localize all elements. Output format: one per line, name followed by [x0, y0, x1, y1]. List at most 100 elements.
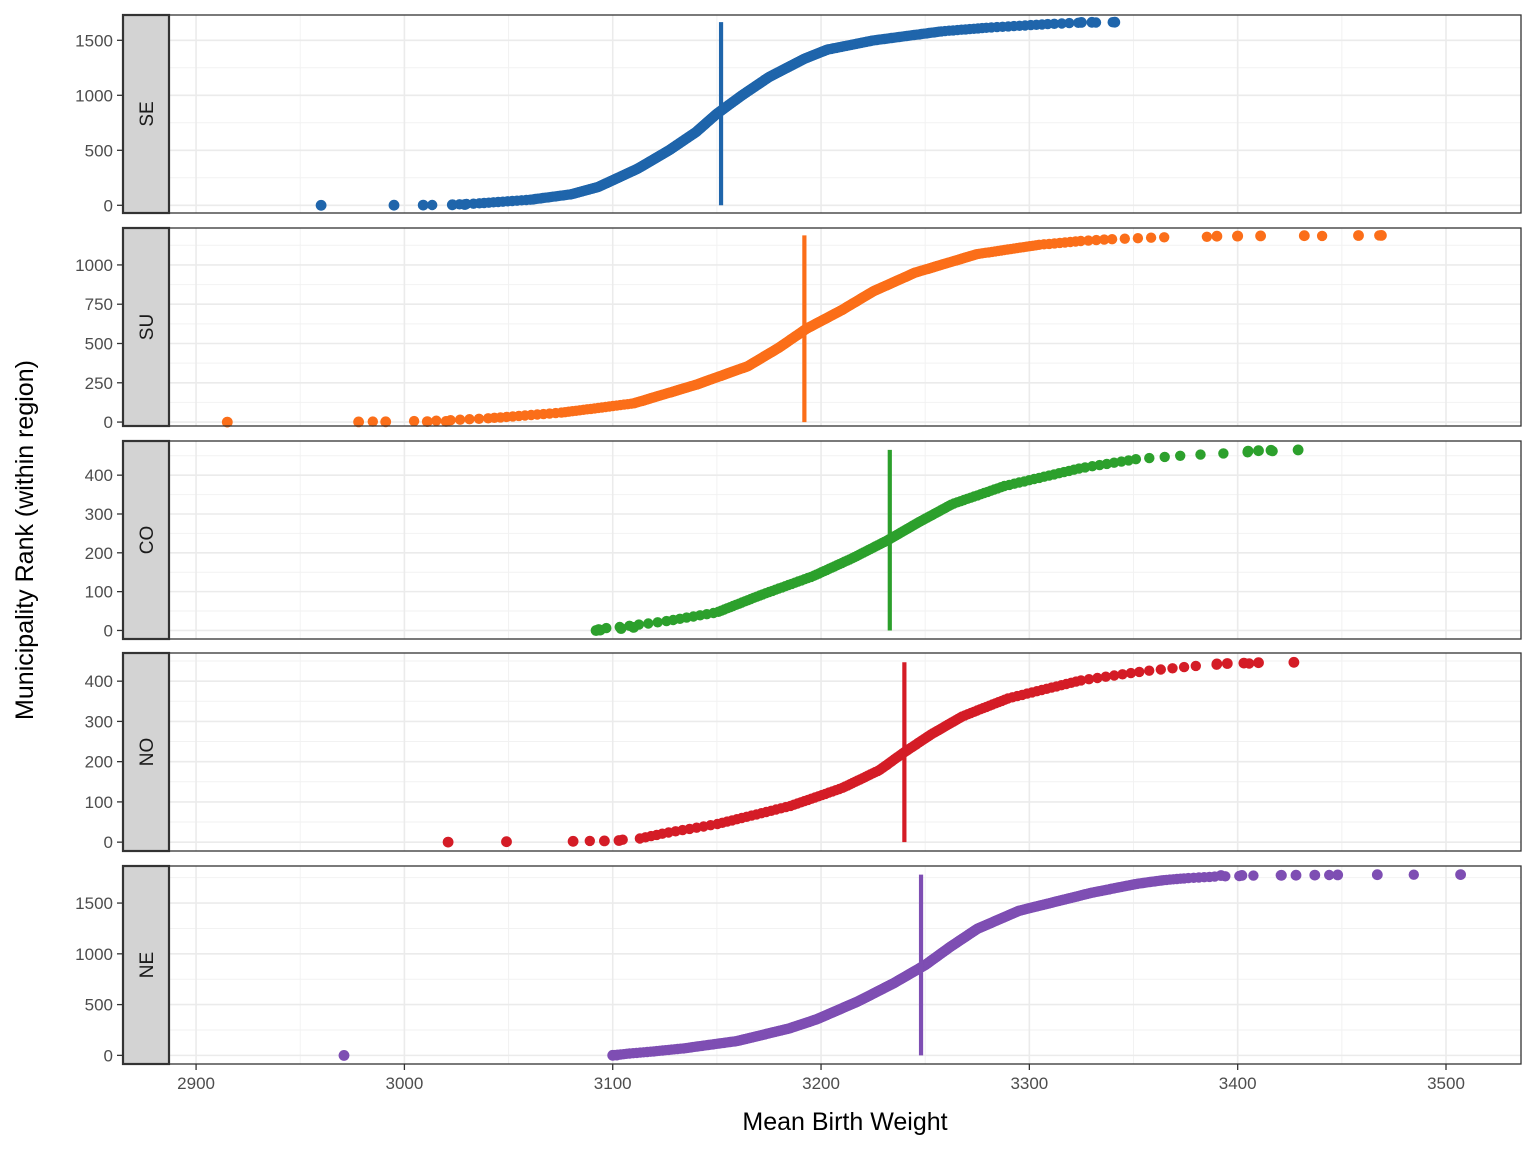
- data-point: [567, 835, 579, 847]
- y-tick-label: 1000: [75, 256, 113, 275]
- data-point: [440, 416, 452, 427]
- data-point: [1276, 869, 1287, 881]
- data-point: [1238, 657, 1250, 669]
- data-point: [388, 199, 400, 211]
- data-point: [652, 617, 663, 628]
- data-point: [1242, 445, 1254, 457]
- y-axis: 0 500 1000 1500: [75, 894, 123, 1065]
- data-point: [613, 835, 625, 846]
- data-point: [442, 836, 454, 848]
- data-point: [1064, 17, 1075, 29]
- strip-label: NE: [137, 952, 158, 978]
- x-tick-label: 3100: [594, 1074, 632, 1093]
- data-point: [1083, 235, 1094, 246]
- data-point: [1371, 869, 1383, 881]
- data-point: [1292, 444, 1304, 456]
- data-point: [459, 199, 471, 210]
- data-point: [1134, 666, 1145, 678]
- panel-se: SE 0 500 1000 1500: [75, 13, 1522, 215]
- data-point: [1155, 664, 1167, 675]
- data-point: [1100, 671, 1112, 682]
- y-tick-label: 300: [85, 505, 113, 524]
- data-point: [464, 414, 475, 425]
- x-axis-title: Mean Birth Weight: [742, 1108, 947, 1136]
- data-points: [590, 444, 1304, 636]
- data-point: [1130, 454, 1142, 465]
- y-axis: 0 100 200 300 400: [85, 672, 123, 852]
- data-point: [421, 416, 433, 427]
- data-point: [584, 835, 595, 847]
- data-point: [1232, 230, 1244, 242]
- y-axis: 0 100 200 300 400: [85, 466, 123, 640]
- data-points: [338, 869, 1466, 1061]
- data-point: [454, 414, 466, 425]
- data-point: [1119, 233, 1131, 244]
- panel-background: [169, 441, 1521, 639]
- data-point: [643, 618, 654, 629]
- strip-label: CO: [137, 526, 158, 555]
- data-point: [353, 416, 364, 428]
- data-point: [408, 415, 420, 427]
- y-tick-label: 1000: [75, 86, 113, 105]
- data-point: [628, 622, 639, 633]
- data-point: [221, 416, 233, 428]
- data-point: [1056, 18, 1068, 29]
- data-point: [1211, 230, 1223, 242]
- y-tick-label: 400: [85, 466, 113, 485]
- data-point: [1159, 451, 1170, 463]
- data-point: [1324, 869, 1335, 881]
- strip-background: [121, 651, 171, 853]
- panels: SE050010001500SU02505007501000CO01002003…: [75, 13, 1522, 1066]
- y-tick-label: 0: [104, 833, 113, 852]
- data-point: [1309, 869, 1321, 881]
- data-point: [1083, 674, 1095, 685]
- data-point: [1190, 660, 1202, 672]
- gridlines: [169, 866, 1521, 1064]
- data-point: [1125, 667, 1137, 679]
- y-tick-label: 250: [85, 374, 113, 393]
- data-point: [1332, 869, 1344, 881]
- x-tick-label: 3200: [802, 1074, 840, 1093]
- data-point: [417, 199, 429, 211]
- data-point: [1109, 16, 1121, 28]
- y-tick-label: 200: [85, 753, 113, 772]
- panel-su: SU 0 250 500 750 1000: [75, 226, 1522, 432]
- data-point: [1075, 235, 1087, 247]
- data-point: [1195, 449, 1206, 460]
- y-tick-label: 500: [85, 996, 113, 1015]
- panel-ne: NE 0 500 1000 1500: [75, 864, 1522, 1066]
- y-tick-label: 500: [85, 335, 113, 354]
- x-tick-label: 3000: [385, 1074, 423, 1093]
- data-point: [1049, 18, 1060, 29]
- data-point: [338, 1050, 350, 1061]
- data-point: [380, 416, 392, 428]
- data-point: [427, 199, 438, 211]
- data-point: [1408, 869, 1420, 880]
- x-tick-label: 2900: [177, 1074, 215, 1093]
- panel-background: [169, 228, 1521, 426]
- data-point: [1255, 230, 1266, 242]
- data-point: [1455, 869, 1466, 880]
- data-point: [615, 623, 627, 634]
- data-point: [1092, 672, 1103, 684]
- strip-background: [121, 439, 171, 641]
- data-point: [1376, 230, 1387, 241]
- data-points: [442, 656, 1300, 848]
- data-point: [1253, 657, 1264, 669]
- data-point: [1099, 234, 1110, 245]
- x-tick-label: 3300: [1010, 1074, 1048, 1093]
- data-point: [501, 836, 512, 848]
- data-point: [1353, 230, 1364, 241]
- x-axis: 2900 3000 3100 3200 3300 3400 3500: [177, 1064, 1465, 1093]
- data-point: [1211, 658, 1223, 670]
- x-tick-label: 3400: [1219, 1074, 1257, 1093]
- strip-background: [121, 864, 171, 1066]
- gridlines: [169, 441, 1521, 639]
- y-tick-label: 1500: [75, 31, 113, 50]
- y-axis: 0 250 500 750 1000: [75, 256, 123, 432]
- data-point: [1076, 17, 1087, 28]
- data-point: [1201, 231, 1213, 242]
- data-point: [1253, 445, 1264, 457]
- data-point: [1236, 870, 1248, 881]
- data-point: [1248, 870, 1259, 881]
